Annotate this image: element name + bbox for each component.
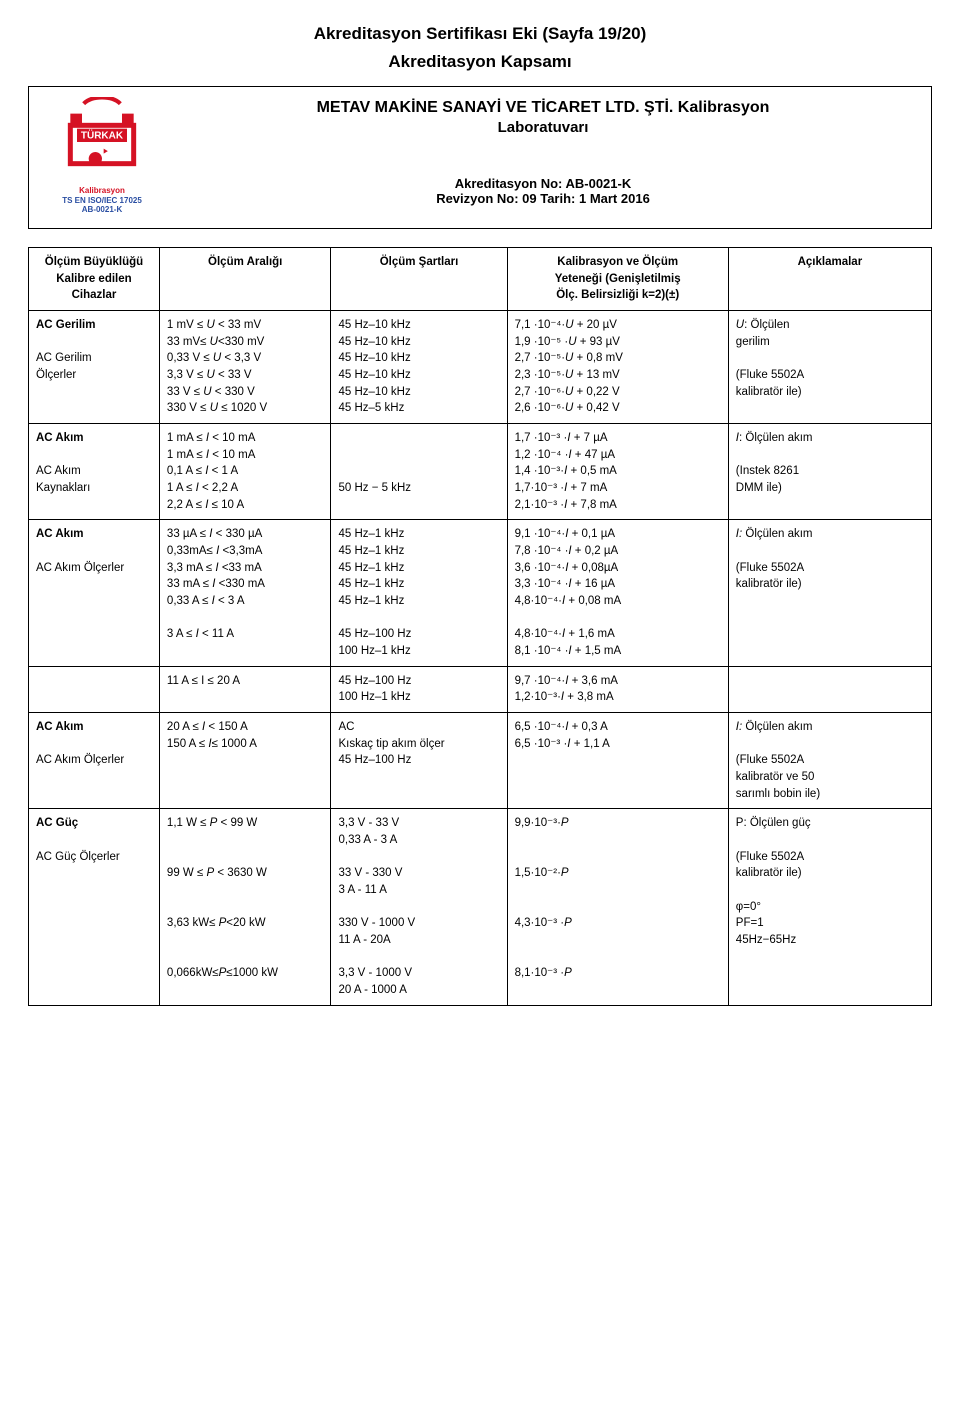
cell-c3: 3,3 V - 33 V0,33 A - 3 A 33 V - 330 V3 A…	[331, 809, 507, 1005]
cell-c1	[29, 666, 160, 712]
cell-c4: 7,1 ·10⁻⁴·U + 20 µV1,9 ·10⁻⁵ ·U + 93 µV2…	[507, 310, 728, 423]
header-text: METAV MAKİNE SANAYİ VE TİCARET LTD. ŞTİ.…	[173, 97, 913, 206]
logo-line2: TS EN ISO/IEC 17025	[47, 196, 157, 205]
table-row: AC Gerilim AC GerilimÖlçerler1 mV ≤ U < …	[29, 310, 932, 423]
cell-c2: 33 µA ≤ I < 330 µA0,33mA≤ I <3,3mA3,3 mA…	[159, 520, 331, 666]
doc-title-2: Akreditasyon Kapsamı	[28, 52, 932, 72]
table-row: AC Akım AC AkımKaynakları1 mA ≤ I < 10 m…	[29, 423, 932, 519]
logo-line1: Kalibrasyon	[47, 186, 157, 195]
cell-c5: P: Ölçülen güç (Fluke 5502Akalibratör il…	[728, 809, 931, 1005]
cell-c2: 1 mA ≤ I < 10 mA1 mA ≤ I < 10 mA0,1 A ≤ …	[159, 423, 331, 519]
cell-c3: ACKıskaç tip akım ölçer45 Hz–100 Hz	[331, 713, 507, 809]
table-row: AC Akım AC Akım Ölçerler20 A ≤ I < 150 A…	[29, 713, 932, 809]
th-uncertainty: Kalibrasyon ve Ölçüm Yeteneği (Genişleti…	[507, 247, 728, 310]
cell-c2: 1 mV ≤ U < 33 mV33 mV≤ U<330 mV0,33 V ≤ …	[159, 310, 331, 423]
cell-c3: 45 Hz–1 kHz45 Hz–1 kHz45 Hz–1 kHz45 Hz–1…	[331, 520, 507, 666]
cell-c3: 50 Hz − 5 kHz	[331, 423, 507, 519]
revision-info: Revizyon No: 09 Tarih: 1 Mart 2016	[173, 191, 913, 206]
cell-c2: 20 A ≤ I < 150 A150 A ≤ I≤ 1000 A	[159, 713, 331, 809]
cell-c1: AC Akım AC Akım Ölçerler	[29, 713, 160, 809]
turkak-logo: TÜRKAK Kalibrasyon TS EN ISO/IEC 17025 A…	[47, 97, 157, 214]
doc-title-1: Akreditasyon Sertifikası Eki (Sayfa 19/2…	[28, 24, 932, 44]
th-quantity: Ölçüm Büyüklüğü Kalibre edilen Cihazlar	[29, 247, 160, 310]
table-row: AC Akım AC Akım Ölçerler33 µA ≤ I < 330 …	[29, 520, 932, 666]
logo-brand-text: TÜRKAK	[81, 129, 124, 142]
table-row: AC Güç AC Güç Ölçerler1,1 W ≤ P < 99 W 9…	[29, 809, 932, 1005]
cell-c4: 6,5 ·10⁻⁴·I + 0,3 A6,5 ·10⁻³ ·I + 1,1 A	[507, 713, 728, 809]
cell-c4: 9,1 ·10⁻⁴·I + 0,1 µA7,8 ·10⁻⁴ ·I + 0,2 µ…	[507, 520, 728, 666]
cell-c1: AC Gerilim AC GerilimÖlçerler	[29, 310, 160, 423]
company-name: METAV MAKİNE SANAYİ VE TİCARET LTD. ŞTİ.…	[173, 99, 913, 117]
logo-caption: Kalibrasyon TS EN ISO/IEC 17025 AB-0021-…	[47, 186, 157, 214]
lab-name: Laboratuvarı	[173, 119, 913, 136]
cell-c3: 45 Hz–10 kHz45 Hz–10 kHz45 Hz–10 kHz45 H…	[331, 310, 507, 423]
th-notes: Açıklamalar	[728, 247, 931, 310]
cell-c2: 11 A ≤ I ≤ 20 A	[159, 666, 331, 712]
table-header-row: Ölçüm Büyüklüğü Kalibre edilen Cihazlar …	[29, 247, 932, 310]
cell-c2: 1,1 W ≤ P < 99 W 99 W ≤ P < 3630 W 3,63 …	[159, 809, 331, 1005]
th-conditions: Ölçüm Şartları	[331, 247, 507, 310]
th-range: Ölçüm Aralığı	[159, 247, 331, 310]
cell-c1: AC Akım AC Akım Ölçerler	[29, 520, 160, 666]
table-row: 11 A ≤ I ≤ 20 A45 Hz–100 Hz100 Hz–1 kHz9…	[29, 666, 932, 712]
turkak-logo-svg: TÜRKAK	[52, 97, 152, 180]
header-box: TÜRKAK Kalibrasyon TS EN ISO/IEC 17025 A…	[28, 86, 932, 229]
cell-c1: AC Akım AC AkımKaynakları	[29, 423, 160, 519]
cell-c5: I: Ölçülen akım (Fluke 5502Akalibratör i…	[728, 520, 931, 666]
scope-table: Ölçüm Büyüklüğü Kalibre edilen Cihazlar …	[28, 247, 932, 1006]
cell-c4: 9,7 ·10⁻⁴·I + 3,6 mA1,2·10⁻³·I + 3,8 mA	[507, 666, 728, 712]
cell-c5: I: Ölçülen akım (Fluke 5502Akalibratör v…	[728, 713, 931, 809]
cell-c5	[728, 666, 931, 712]
cell-c4: 9,9·10⁻³·P 1,5·10⁻²·P 4,3·10⁻³ ·P 8,1·10…	[507, 809, 728, 1005]
cell-c3: 45 Hz–100 Hz100 Hz–1 kHz	[331, 666, 507, 712]
cell-c1: AC Güç AC Güç Ölçerler	[29, 809, 160, 1005]
cell-c5: I: Ölçülen akım (Instek 8261DMM ile)	[728, 423, 931, 519]
cell-c4: 1,7 ·10⁻³ ·I + 7 µA1,2 ·10⁻⁴ ·I + 47 µA1…	[507, 423, 728, 519]
accreditation-no: Akreditasyon No: AB-0021-K	[173, 176, 913, 191]
logo-line3: AB-0021-K	[47, 205, 157, 214]
cell-c5: U: Ölçülengerilim (Fluke 5502Akalibratör…	[728, 310, 931, 423]
